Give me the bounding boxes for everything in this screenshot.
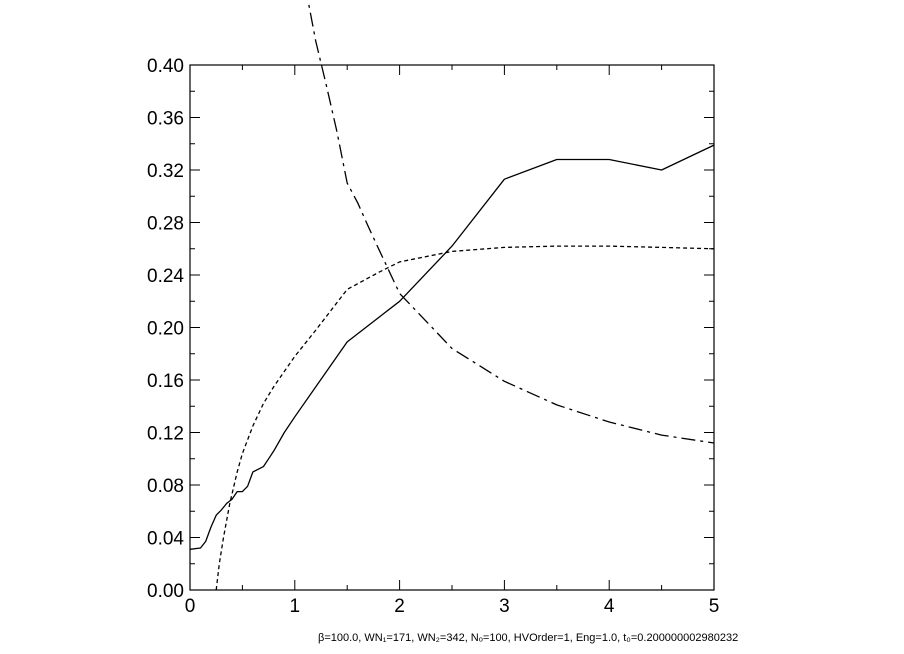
x-tick-label: 2 [394,596,405,617]
x-tick-label: 5 [709,596,720,617]
y-tick-label: 0.24 [147,266,184,287]
y-tick-label: 0.00 [147,581,184,602]
y-tick-label: 0.28 [147,214,184,235]
y-tick-label: 0.16 [147,371,184,392]
y-tick-label: 0.04 [147,529,184,550]
series-layer [190,0,714,590]
y-tick-label: 0.08 [147,476,184,497]
plot-frame [189,64,715,591]
x-tick-label: 4 [604,596,615,617]
parameter-footnote: β=100.0, WN₁=171, WN₂=342, Nₒ=100, HVOrd… [318,632,739,644]
y-tick-label: 0.40 [147,56,184,77]
y-tick-label: 0.32 [147,161,184,182]
series-line-solid [190,144,714,550]
x-tick-label: 1 [290,596,301,617]
x-tick-label: 0 [185,596,196,617]
x-tick-label: 3 [499,596,510,617]
y-tick-label: 0.20 [147,319,184,340]
series-line-dash-dot [307,0,714,444]
y-tick-label: 0.36 [147,109,184,130]
tick-labels: 0.00 0.04 0.08 0.12 0.16 0.20 0.24 0.28 0.32 0.36… [147,56,719,617]
axis-ticks [189,64,715,591]
y-tick-label: 0.12 [147,424,184,445]
series-line-dashed [215,245,714,590]
